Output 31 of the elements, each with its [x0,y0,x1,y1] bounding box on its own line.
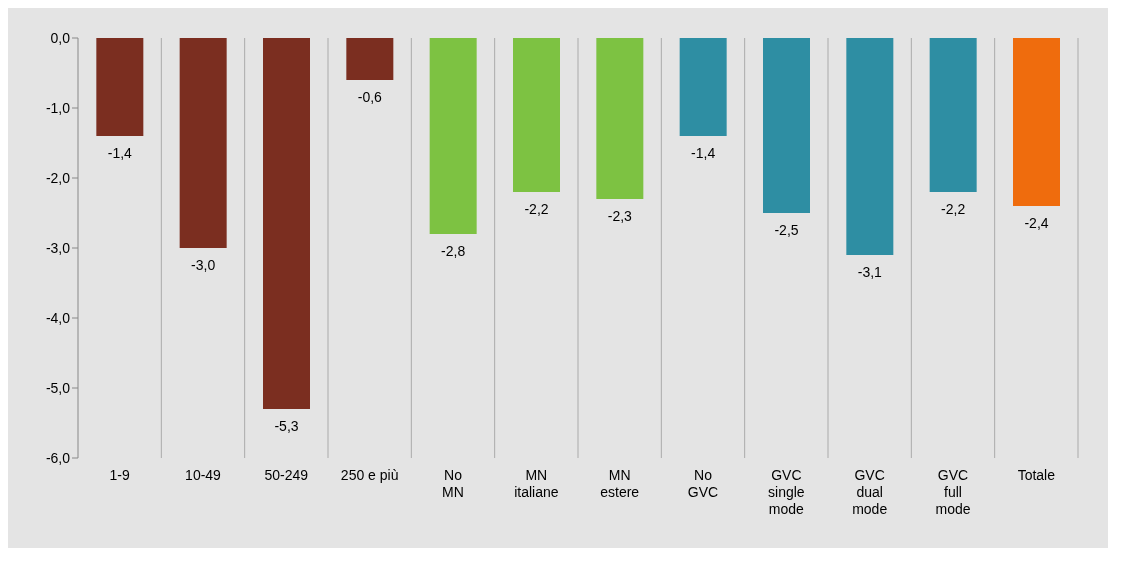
data-label: -2,2 [524,201,549,217]
data-label: -5,3 [274,418,299,434]
x-tick-label: GVC full mode [935,467,971,517]
x-tick-label: Totale [1017,467,1056,483]
data-label: -2,3 [607,208,633,224]
y-tick-label: -4,0 [45,309,71,326]
data-label: -3,1 [857,264,883,280]
y-tick-label: 0,0 [50,29,71,46]
x-tick-label: 1-9 [109,467,130,483]
x-tick-label: GVC dual mode [852,467,888,517]
y-tick-label: -3,0 [45,239,71,256]
y-tick-label: -1,0 [45,99,71,116]
x-tick-label: GVC single mode [768,467,805,517]
x-tick-label: No MN [442,467,464,500]
x-tick-label: MN estere [600,467,640,500]
data-label: -1,4 [691,145,716,161]
data-label: -2,4 [1024,215,1049,231]
data-label: -2,5 [774,222,799,238]
x-tick-label: 50-249 [264,467,309,483]
data-label: -2,8 [441,243,466,259]
data-label: -1,4 [107,145,133,161]
y-tick-label: -2,0 [45,169,71,186]
x-tick-label: No GVC [687,467,719,500]
data-label: -2,2 [941,201,966,217]
y-tick-label: -6,0 [45,449,71,466]
data-label: -3,0 [191,257,216,273]
x-tick-label: MN italiane [514,467,559,500]
data-label: -0,6 [357,89,383,105]
x-tick-label: 10-49 [185,467,222,483]
y-tick-label: -5,0 [45,379,71,396]
x-tick-label: 250 e più [340,467,399,483]
